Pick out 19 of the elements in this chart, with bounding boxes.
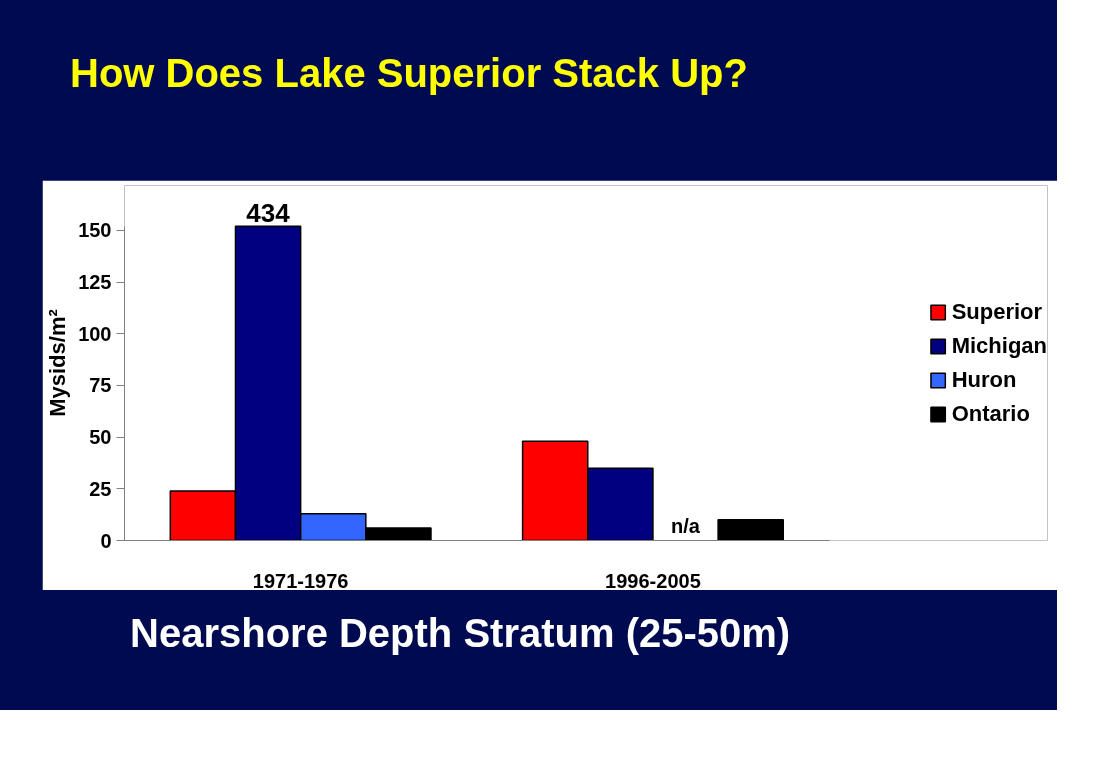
legend-label: Huron — [951, 366, 1017, 393]
text: Nearshore Depth Stratum (25-50m) — [130, 610, 791, 657]
annotation: n/a — [671, 514, 701, 537]
y-tick-label: 150 — [78, 219, 112, 242]
x-tick-label: 1996-2005 — [605, 569, 701, 592]
legend-label: Michigan — [951, 332, 1047, 359]
y-axis-title: Mysids/m² — [45, 309, 71, 417]
chart-title: How Does Lake Superior Stack Up? — [70, 50, 748, 97]
legend-label: Superior — [951, 298, 1043, 325]
annotation: 434 — [246, 198, 291, 229]
bar — [717, 519, 785, 541]
y-tick-label: 25 — [89, 477, 112, 500]
y-tick-label: 0 — [100, 529, 112, 552]
y-tick-label: 50 — [89, 426, 112, 449]
y-tick-label: 75 — [89, 374, 112, 397]
x-tick-label: 1971-1976 — [252, 569, 349, 592]
y-tick-label: 125 — [78, 271, 112, 294]
legend-label: Ontario — [951, 400, 1030, 427]
y-tick-label: 100 — [78, 322, 112, 345]
